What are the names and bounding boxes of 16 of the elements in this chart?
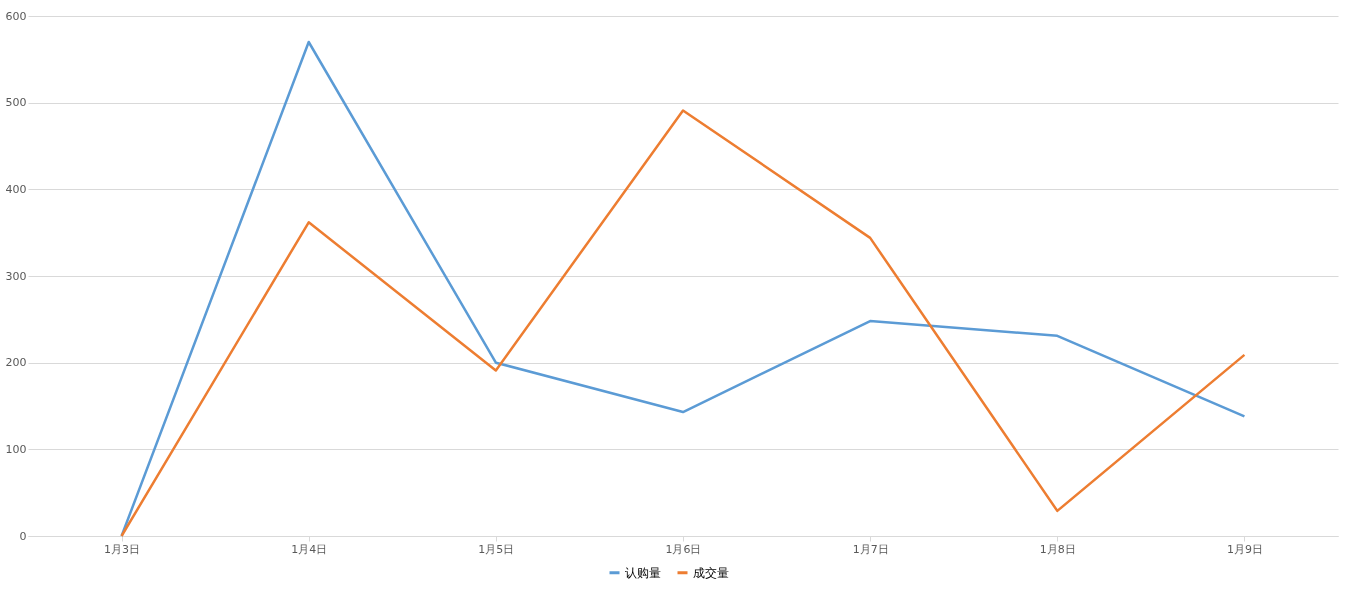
legend-label: 认购量 (625, 565, 661, 580)
y-tick-label: 0 (19, 529, 27, 543)
y-tick-label: 100 (5, 442, 27, 456)
x-tick-label: 1月8日 (1039, 542, 1076, 556)
x-tick-label: 1月7日 (852, 542, 889, 556)
x-tick-label: 1月6日 (665, 542, 702, 556)
x-tick-label: 1月4日 (291, 542, 328, 556)
x-tick-label: 1月9日 (1226, 542, 1263, 556)
y-tick-label: 400 (5, 182, 27, 196)
y-tick-label: 600 (5, 9, 27, 23)
y-tick-label: 500 (5, 96, 27, 110)
y-tick-label: 300 (5, 269, 27, 283)
y-tick-label: 200 (5, 356, 27, 370)
x-tick-label: 1月5日 (478, 542, 515, 556)
x-tick-label: 1月3日 (104, 542, 141, 556)
legend-label: 成交量 (693, 565, 729, 580)
